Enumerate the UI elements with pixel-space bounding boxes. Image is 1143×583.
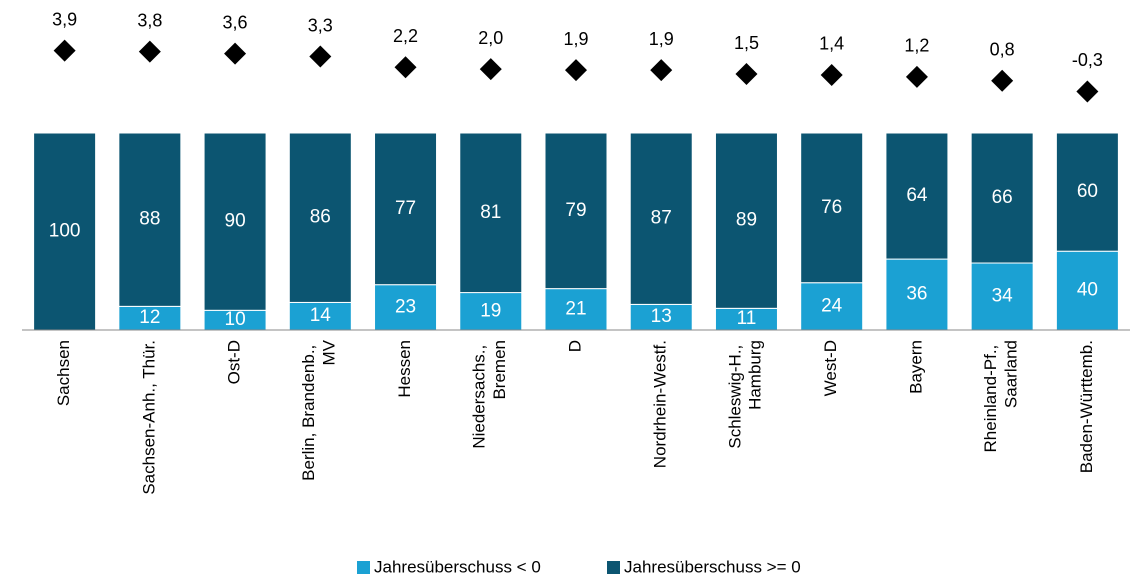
legend-swatch — [607, 561, 620, 574]
legend-label: Jahresüberschuss < 0 — [374, 557, 541, 576]
diamond-marker — [309, 45, 332, 68]
bar-segment — [714, 132, 778, 309]
x-tick-label: Hessen — [395, 340, 414, 398]
data-label: 81 — [480, 202, 501, 223]
data-label: 1,2 — [904, 36, 929, 56]
x-tick-label: Schleswig-H., Hamburg — [726, 340, 765, 449]
legend-swatch — [357, 561, 370, 574]
data-label: 77 — [395, 198, 416, 219]
data-label: 36 — [906, 284, 927, 305]
bar-segment — [374, 132, 438, 286]
bar-segment — [203, 132, 267, 311]
diamond-marker — [650, 59, 673, 82]
data-label: 3,9 — [52, 9, 77, 29]
diamond-marker — [1076, 80, 1099, 103]
x-tick-label: Berlin, Brandenb., MV — [300, 339, 339, 480]
data-label: 87 — [651, 208, 672, 229]
data-label: 11 — [737, 308, 757, 329]
bar-segment — [118, 132, 182, 307]
data-label: 3,6 — [223, 12, 248, 32]
bar-segment — [1055, 250, 1119, 331]
x-tick-label: Niedersachs., Bremen — [470, 340, 509, 449]
data-label: 19 — [480, 300, 501, 321]
data-label: 1,9 — [563, 29, 588, 49]
bar-segment — [970, 132, 1034, 264]
x-tick-label: West-D — [821, 340, 840, 396]
data-label: 34 — [992, 286, 1014, 307]
data-label: 3,8 — [137, 10, 162, 30]
data-label: 14 — [310, 305, 332, 326]
data-label: 1,4 — [819, 34, 844, 54]
x-tick-label: Rheinland-Pf., Saarland — [981, 340, 1020, 452]
diamond-marker — [53, 39, 76, 62]
diamond-marker — [138, 40, 161, 63]
diamond-marker — [905, 65, 928, 88]
diamond-marker — [224, 42, 247, 65]
diamond-marker — [565, 59, 587, 82]
data-label: 86 — [310, 207, 331, 228]
data-label: 88 — [139, 209, 160, 230]
data-label: 76 — [821, 197, 842, 218]
bar-segment — [544, 132, 608, 290]
data-label: 64 — [906, 185, 928, 206]
bar-segment — [459, 292, 523, 331]
data-label: 24 — [821, 295, 843, 316]
bar-segment — [1055, 132, 1119, 252]
bar-segment — [288, 132, 352, 303]
data-label: 79 — [565, 200, 586, 221]
bar-segment — [970, 262, 1034, 331]
data-label: 13 — [651, 306, 672, 327]
diamond-marker — [820, 63, 843, 86]
data-label: 100 — [49, 221, 81, 242]
x-tick-label: Bayern — [906, 340, 925, 394]
data-label: 10 — [225, 309, 246, 330]
x-tick-label: Ost-D — [225, 340, 244, 384]
bar-segment — [885, 132, 949, 260]
data-label: 90 — [225, 211, 246, 232]
bar-segment — [800, 282, 864, 331]
data-label: -0,3 — [1072, 50, 1103, 70]
x-tick-label: Nordrhein-Westf. — [651, 340, 670, 468]
bar-segment — [374, 284, 438, 331]
x-tick-label: Baden-Württemb. — [1077, 340, 1096, 473]
data-label: 1,9 — [649, 29, 674, 49]
bar-segment — [629, 303, 693, 331]
data-label: 2,2 — [393, 26, 418, 46]
data-label: 3,3 — [308, 15, 333, 35]
legend-label: Jahresüberschuss >= 0 — [624, 557, 801, 576]
data-label: 66 — [992, 187, 1013, 208]
diamond-marker — [991, 69, 1014, 92]
x-tick-label: Sachsen-Anh., Thür. — [139, 340, 158, 495]
diamond-marker — [735, 63, 758, 85]
data-label: 12 — [139, 307, 160, 328]
bar-segment — [629, 132, 693, 305]
data-label: 21 — [565, 298, 586, 319]
data-label: 0,8 — [990, 40, 1015, 60]
x-tick-label: D — [565, 340, 584, 352]
data-label: 2,0 — [478, 28, 503, 48]
bar-segment — [33, 132, 97, 331]
bar-segment — [800, 132, 864, 284]
data-label: 40 — [1077, 280, 1098, 301]
x-tick-label: Sachsen — [54, 340, 73, 406]
data-label: 1,5 — [734, 33, 759, 53]
diamond-marker — [394, 56, 417, 79]
bar-segment — [459, 132, 523, 294]
data-label: 89 — [736, 210, 757, 231]
data-label: 60 — [1077, 181, 1098, 202]
data-label: 23 — [395, 296, 416, 317]
diamond-marker — [479, 58, 502, 81]
